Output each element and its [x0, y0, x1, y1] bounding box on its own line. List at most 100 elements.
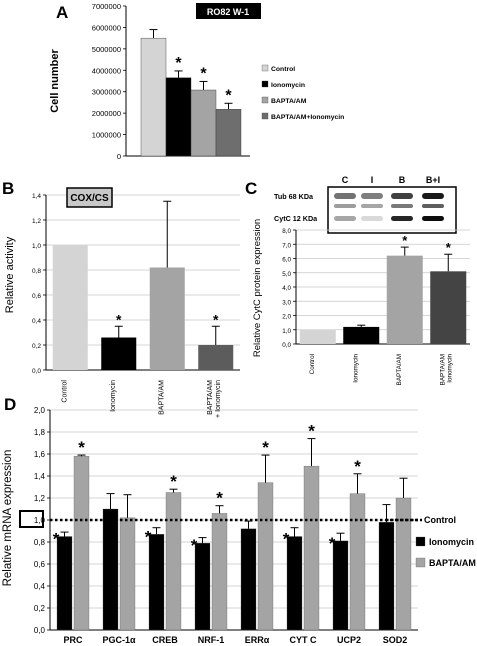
panel-a-significance-star: * [225, 87, 232, 104]
blot-band-label: CytC 12 KDa [274, 214, 318, 223]
panel-d-y-tick-label: 1,4 [34, 472, 46, 481]
panel-a-bar [215, 109, 242, 157]
panel-c-bar [299, 329, 336, 344]
panel-a-y-axis-label: Cell number [49, 49, 61, 113]
blot-lane-label: C [342, 175, 349, 185]
panel-c-category-label: BAPTA/AM [396, 354, 403, 385]
panel-letter-c: C [245, 179, 257, 198]
blot-lane-label: B [399, 175, 406, 185]
panel-d-significance-star: * [170, 472, 177, 491]
panel-d-significance-star: * [78, 438, 85, 457]
panel-a-y-tick-label: 3000000 [92, 88, 121, 97]
blot-tubulin-band [391, 193, 413, 199]
blot-lane-label: B+I [426, 175, 440, 185]
panel-d-y-axis-label: Relative mRNA expression [2, 450, 14, 587]
panel-b-category-label: Ionomycin [110, 380, 117, 412]
panel-b-chart: 0,0 0,2 0,4 0,6 0,8 1,0 1,2 1,4 Relative activit… [4, 187, 240, 418]
panel-d-category-label: CREB [152, 635, 178, 645]
panel-d-significance-star: * [308, 422, 315, 441]
panel-d-y-tick-label: 1,8 [34, 428, 46, 437]
panel-d-y-tick-label: 0,8 [34, 538, 46, 547]
panel-b-bar [149, 267, 185, 370]
panel-a-y-tick-label: 2000000 [92, 109, 121, 118]
panel-d-category-label: PGC-1α [102, 635, 136, 645]
panel-d-bar [257, 482, 274, 631]
panel-d-y-tick-label: 0,6 [34, 560, 46, 569]
panel-letter-d: D [4, 395, 16, 414]
panel-b-y-tick-label: 0,2 [32, 343, 41, 350]
panel-b-y-tick-label: 0,0 [32, 368, 41, 375]
panel-d-bar [211, 513, 228, 631]
panel-a-y-tick-label: 0 [117, 152, 121, 161]
panel-d-bar [194, 542, 211, 631]
panel-d-bar [349, 493, 366, 631]
panel-c-y-tick-label: 5,0 [282, 271, 291, 278]
panel-d-significance-star: * [262, 438, 269, 457]
panel-a-legend-label: Control [271, 66, 295, 73]
panel-d-legend-swatch [415, 536, 426, 547]
panel-c-y-tick-label: 8,0 [282, 228, 291, 235]
blot-tubulin-band [391, 204, 413, 208]
panel-a-y-tick-label: 5000000 [92, 45, 121, 54]
panel-c-y-tick-label: 3,0 [282, 299, 291, 306]
panel-b-y-tick-label: 1,0 [32, 243, 41, 250]
panel-c-y-axis-label: Relative CytC protein expression [252, 219, 263, 357]
panel-b-y-tick-label: 0,6 [32, 293, 41, 300]
panel-c-bar [386, 255, 423, 344]
panel-a-legend-swatch [261, 96, 269, 104]
panel-c-bar [430, 271, 467, 344]
panel-c-chart: C I B B+I Tub 68 KDa CytC 12 KDa 0,0 1,0 2,0 3,0 4… [252, 175, 470, 385]
panel-d-significance-star: * [354, 457, 361, 476]
panel-c-y-tick-label: 1,0 [282, 328, 291, 335]
panel-b-y-tick-label: 0,4 [32, 318, 41, 325]
panel-b-significance-star: * [116, 311, 122, 327]
panel-a-bar [165, 77, 192, 157]
blot-cytc-band [334, 216, 356, 221]
blot-band-label: Tub 68 KDa [274, 192, 314, 201]
panel-d-bar [332, 540, 349, 631]
panel-d-significance-star: * [53, 530, 60, 549]
panel-letter-a: A [56, 3, 68, 22]
blot-cytc-band [391, 216, 413, 221]
panel-d-y-tick-label: 0,4 [34, 582, 46, 591]
panel-d-significance-star: * [329, 534, 336, 553]
panel-b-y-tick-label: 0,8 [32, 268, 41, 275]
panel-d-chart: 0,0 0,2 0,4 0,6 0,8 1,0 1,2 1,4 1,6 1,8 2,0 Relativ… [2, 406, 476, 645]
panel-c-y-tick-label: 6,0 [282, 257, 291, 264]
panel-a-legend-label: BAPTA/AM [271, 98, 307, 105]
panel-a-legend-swatch [261, 80, 269, 88]
panel-a-significance-star: * [175, 55, 182, 72]
panel-a-y-tick-label: 4000000 [92, 66, 121, 75]
panel-d-reference-tick-box [19, 510, 44, 528]
panel-b-significance-star: * [213, 311, 219, 327]
panel-b-category-label: BAPTA/AM [158, 380, 165, 415]
panel-letter-b: B [2, 179, 14, 198]
panel-d-bar [378, 522, 395, 631]
panel-d-bar [148, 534, 165, 631]
blot-cytc-band [422, 216, 444, 221]
panel-c-category-label: Ionomycin [447, 354, 454, 383]
panel-c-category-label: BAPTA/AM [439, 354, 446, 385]
panel-b-bar [52, 245, 88, 370]
panel-d-category-label: ERRα [245, 635, 270, 645]
panel-d-bar [395, 497, 412, 631]
panel-b-title: COX/CS [70, 193, 109, 204]
panel-b-category-label: Control [61, 380, 68, 403]
panel-a-y-tick-label: 6000000 [92, 23, 121, 32]
blot-tubulin-band [422, 204, 444, 208]
panel-a-title-box [196, 3, 261, 19]
panel-c-bar [343, 326, 380, 344]
panel-b-y-tick-label: 1,4 [32, 193, 41, 200]
panel-d-category-label: UCP2 [337, 635, 361, 645]
panel-d-significance-star: * [283, 530, 290, 549]
panel-d-category-label: NRF-1 [198, 635, 225, 645]
panel-d-y-tick-label: 0,2 [34, 604, 46, 613]
panel-d-significance-star: * [216, 489, 223, 508]
panel-d-legend-swatch [415, 557, 426, 568]
panel-d-legend-label: Control [424, 515, 456, 525]
panel-d-bar [73, 456, 90, 631]
panel-c-significance-star: * [446, 240, 452, 255]
blot-tubulin-band [334, 193, 356, 199]
panel-a-legend-label: BAPTA/AM+Ionomycin [271, 114, 344, 121]
